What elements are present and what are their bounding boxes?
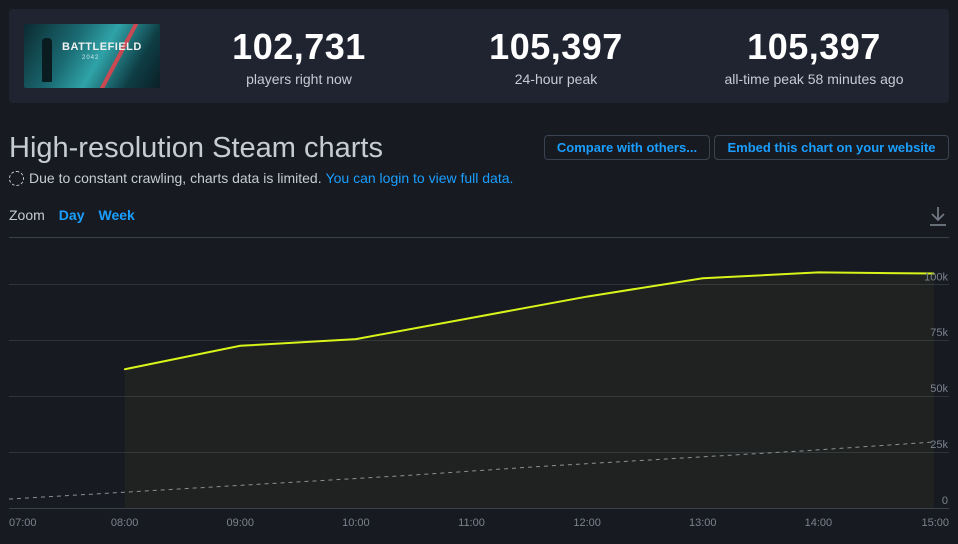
data-point [355,338,357,340]
series-line-dashed [8,441,935,500]
stat-value: 105,397 [489,26,623,67]
data-point [470,317,473,319]
x-tick-label: 12:00 [573,517,601,529]
series-area-fill [124,272,934,508]
zoom-label: Zoom [9,207,45,223]
chart-series [8,271,935,500]
data-point [817,271,820,274]
y-tick-label: 75k [930,327,948,339]
x-tick-label: 14:00 [805,517,833,529]
stat-label: all-time peak 58 minutes ago [724,71,904,87]
x-tick-label: 09:00 [226,517,254,529]
data-point [586,295,588,298]
chart-x-axis: 07:00 08:00 09:00 10:00 11:00 12:00 13:00 14:00… [9,517,949,529]
x-tick-label: 13:00 [689,517,717,529]
embed-chart-button[interactable]: Embed this chart on your website [714,135,949,160]
player-count-chart[interactable]: 0 25k 50k 75k 100k 07:00 08:00 09:00 10:00 11:00… [0,232,958,544]
stat-all-time-peak: 105,397 all-time peak 58 minutes ago [704,26,924,88]
x-tick-label: 11:00 [458,517,485,529]
y-tick-label: 0 [942,495,948,507]
stat-24h-peak: 105,397 24-hour peak [446,26,666,88]
y-tick-label: 50k [930,383,948,395]
zoom-controls: Zoom Day Week [9,207,135,223]
zoom-day-button[interactable]: Day [58,207,85,223]
download-icon[interactable] [928,205,948,227]
stat-label: 24-hour peak [514,71,598,87]
data-point [701,277,704,280]
data-point [933,272,935,275]
data-point [239,344,242,347]
stats-bar: BATTLEFIELD 2042 102,731 players right n… [9,9,949,103]
capsule-soldier-figure [42,38,52,82]
capsule-slash-decoration [97,24,139,88]
game-logo-subtitle: 2042 [82,55,100,61]
stat-value: 105,397 [747,26,881,67]
compare-button[interactable]: Compare with others... [544,135,710,160]
page-title: High-resolution Steam charts [9,132,383,164]
chart-area [124,272,934,508]
login-link[interactable]: You can login to view full data. [325,170,514,186]
x-tick-label: 10:00 [342,517,370,529]
game-logo-text: BATTLEFIELD [62,41,142,53]
chart-grid [9,237,949,509]
stat-players-now: 102,731 players right now [189,26,409,88]
dashed-circle-icon [9,170,24,186]
stat-label: players right now [246,71,352,87]
data-point [123,368,126,371]
stat-value: 102,731 [232,26,366,67]
notice-text: Due to constant crawling, charts data is… [29,170,322,186]
x-tick-label: 08:00 [111,517,139,529]
game-capsule-image[interactable]: BATTLEFIELD 2042 [24,24,160,88]
series-line-players [124,271,935,371]
chart-y-axis: 0 25k 50k 75k 100k [924,271,948,507]
data-limited-notice: Due to constant crawling, charts data is… [9,170,513,186]
zoom-week-button[interactable]: Week [98,207,135,223]
y-tick-label: 100k [924,271,948,283]
x-tick-label: 07:00 [9,517,37,529]
y-tick-label: 25k [930,439,948,451]
x-tick-label: 15:00 [921,517,949,529]
